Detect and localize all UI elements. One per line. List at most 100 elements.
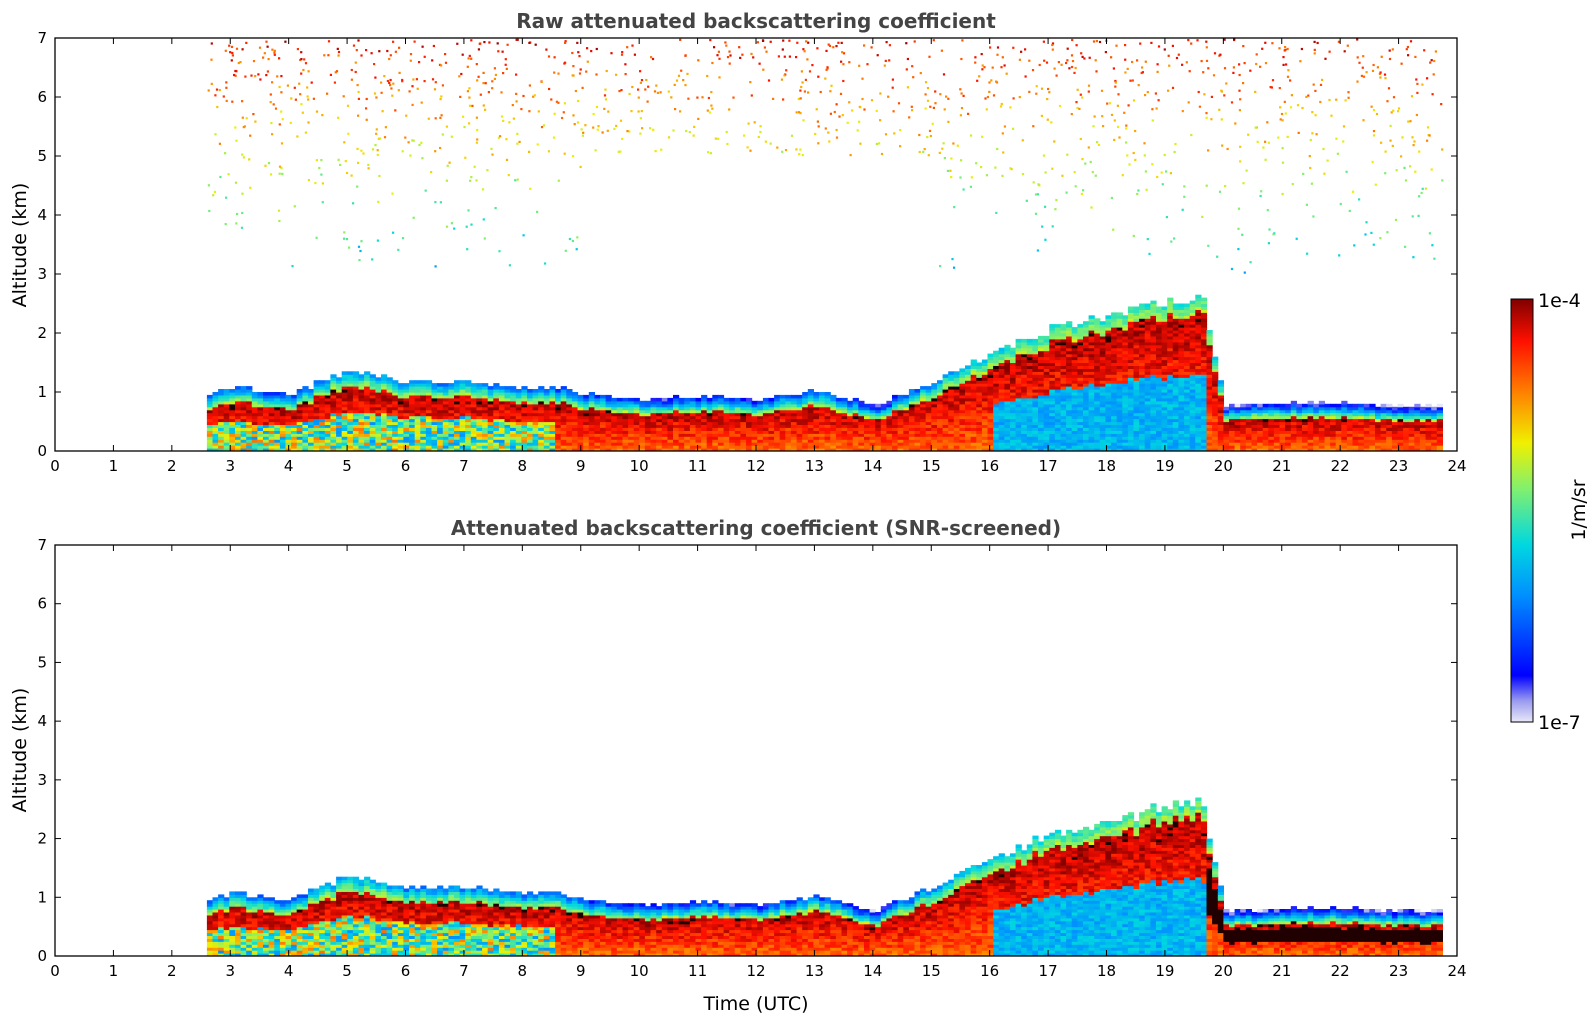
heat-cell-p1-2878	[976, 430, 983, 434]
heat-cell-p1-1812	[673, 424, 680, 428]
heat-cell-p1-2033	[740, 421, 747, 425]
heat-cell-p1-1393	[549, 430, 556, 434]
heat-cell-p1-4367	[1172, 421, 1179, 425]
heat-cell-p1-3170	[1021, 371, 1028, 375]
heat-cell-p1-4766	[1223, 433, 1230, 437]
heat-cell-p1-3548	[1071, 333, 1078, 337]
heat-cell-p1-2667	[931, 418, 938, 423]
heat-cell-p1-4504	[1184, 312, 1191, 316]
heat-cell-p1-465	[330, 439, 337, 443]
heat-cell-p1-4462	[1184, 436, 1191, 440]
heat-cell-p1-3237	[1032, 397, 1039, 402]
heat-cell-p1-4078	[1139, 386, 1146, 390]
heat-cell-p1-1760	[656, 418, 663, 423]
heat-cell-p1-4822	[1240, 406, 1247, 411]
heat-cell-p1-4461	[1184, 439, 1191, 443]
heat-cell-p1-1124	[476, 383, 483, 387]
heat-cell-p1-4780	[1229, 436, 1236, 440]
heat-cell-p1-3251	[1032, 356, 1039, 361]
heat-cell-p1-1376	[543, 418, 550, 423]
heat-cell-p1-4604	[1195, 315, 1202, 319]
heat-cell-p1-632	[364, 412, 371, 417]
heat-cell-p1-4052	[1133, 318, 1140, 322]
heat-cell-p1-1429	[555, 389, 562, 393]
heat-cell-p1-2980	[993, 406, 1000, 411]
heat-cell-p1-3119	[1015, 409, 1022, 414]
heat-cell-p1-2887	[976, 403, 983, 408]
heat-cell-p1-2899	[976, 368, 983, 372]
heat-cell-p1-1521	[583, 421, 590, 425]
heat-cell-p1-3737	[1099, 424, 1106, 428]
heat-cell-p1-3961	[1127, 442, 1135, 446]
heat-cell-p1-1797	[667, 415, 674, 420]
heat-cell-p1-4480	[1184, 383, 1191, 387]
heat-cell-p1-3697	[1094, 409, 1101, 414]
heat-cell-p1-648	[369, 445, 376, 449]
heat-cell-p1-834	[409, 403, 416, 408]
heat-cell-p1-247	[268, 392, 275, 396]
heat-cell-p1-590	[352, 380, 360, 384]
heat-cell-p1-1292	[521, 412, 528, 417]
heat-cell-p1-1970	[723, 448, 730, 451]
heat-cell-p1-1783	[661, 403, 668, 408]
heat-cell-p1-4176	[1150, 392, 1157, 396]
heat-cell-p1-4470	[1184, 412, 1191, 417]
heat-cell-p1-3834	[1111, 403, 1118, 408]
heat-cell-p1-2688	[937, 424, 944, 428]
heat-cell-p1-4346	[1167, 330, 1174, 334]
heat-cell-p1-4271	[1161, 406, 1168, 411]
heat-cell-p1-2335	[830, 421, 837, 425]
heat-cell-p1-808	[403, 412, 410, 417]
heat-cell-p1-2644	[925, 421, 932, 425]
heat-cell-p1-3152	[1021, 424, 1028, 428]
heat-cell-p1-2281	[813, 403, 820, 408]
heat-cell-p1-10	[206, 418, 214, 423]
heat-cell-p1-3698	[1094, 406, 1101, 411]
heat-cell-p1-1738	[650, 430, 657, 434]
heat-cell-p1-4009	[1133, 445, 1140, 449]
heat-cell-p1-2294	[819, 424, 826, 428]
heat-cell-p1-2318	[824, 412, 831, 417]
heat-cell-p1-1272	[515, 409, 522, 414]
heat-cell-p1-1799	[667, 409, 674, 414]
heat-cell-p1-3115	[1015, 421, 1022, 425]
heat-cell-p1-4927	[1279, 427, 1286, 431]
heat-cell-p1-3127	[1015, 386, 1022, 390]
heat-cell-p1-2668	[931, 415, 938, 420]
heat-cell-p1-223	[263, 403, 270, 408]
heat-cell-p1-66	[223, 430, 230, 434]
heat-cell-p1-2912	[981, 418, 989, 423]
heat-cell-p1-3350	[1049, 406, 1056, 411]
heat-cell-p1-74	[223, 406, 230, 411]
heat-cell-p1-592	[352, 374, 360, 378]
heat-cell-p1-1934	[712, 442, 719, 446]
heat-cell-p1-1226	[504, 415, 511, 420]
heat-cell-p1-3271	[1038, 409, 1045, 414]
heat-cell-p1-1047	[459, 400, 466, 405]
heat-cell-p1-1461	[566, 421, 573, 425]
heat-cell-p1-4490	[1184, 353, 1191, 358]
heat-cell-p1-3068	[1004, 350, 1011, 355]
heat-cell-p1-2162	[779, 409, 786, 414]
heat-cell-p1-2241	[802, 400, 809, 405]
heat-cell-p1-2858	[970, 397, 977, 402]
heat-cell-p1-4561	[1195, 442, 1202, 446]
heat-cell-p1-4621	[1200, 421, 1208, 425]
heat-cell-p1-2543	[897, 418, 904, 423]
heat-cell-p1-3044	[1004, 421, 1011, 425]
heat-cell-p1-2863	[970, 383, 977, 387]
heat-cell-p1-3565	[1077, 406, 1084, 411]
heat-cell-p1-1530	[583, 394, 590, 399]
heat-cell-p1-3132	[1015, 371, 1022, 375]
heat-cell-p1-384	[308, 403, 315, 408]
heat-cell-p1-3556	[1077, 433, 1084, 437]
heat-cell-p1-4481	[1184, 380, 1191, 384]
heat-cell-p1-1385	[543, 392, 550, 396]
heat-cell-p1-4671	[1206, 427, 1213, 431]
heat-cell-p1-1316	[527, 406, 534, 411]
heat-cell-p1-2130	[774, 448, 781, 451]
heat-cell-p1-1702	[639, 436, 646, 440]
heat-cell-p1-3902	[1116, 341, 1123, 346]
heat-cell-p1-1259	[515, 448, 522, 451]
heat-cell-p1-1210	[498, 397, 506, 402]
